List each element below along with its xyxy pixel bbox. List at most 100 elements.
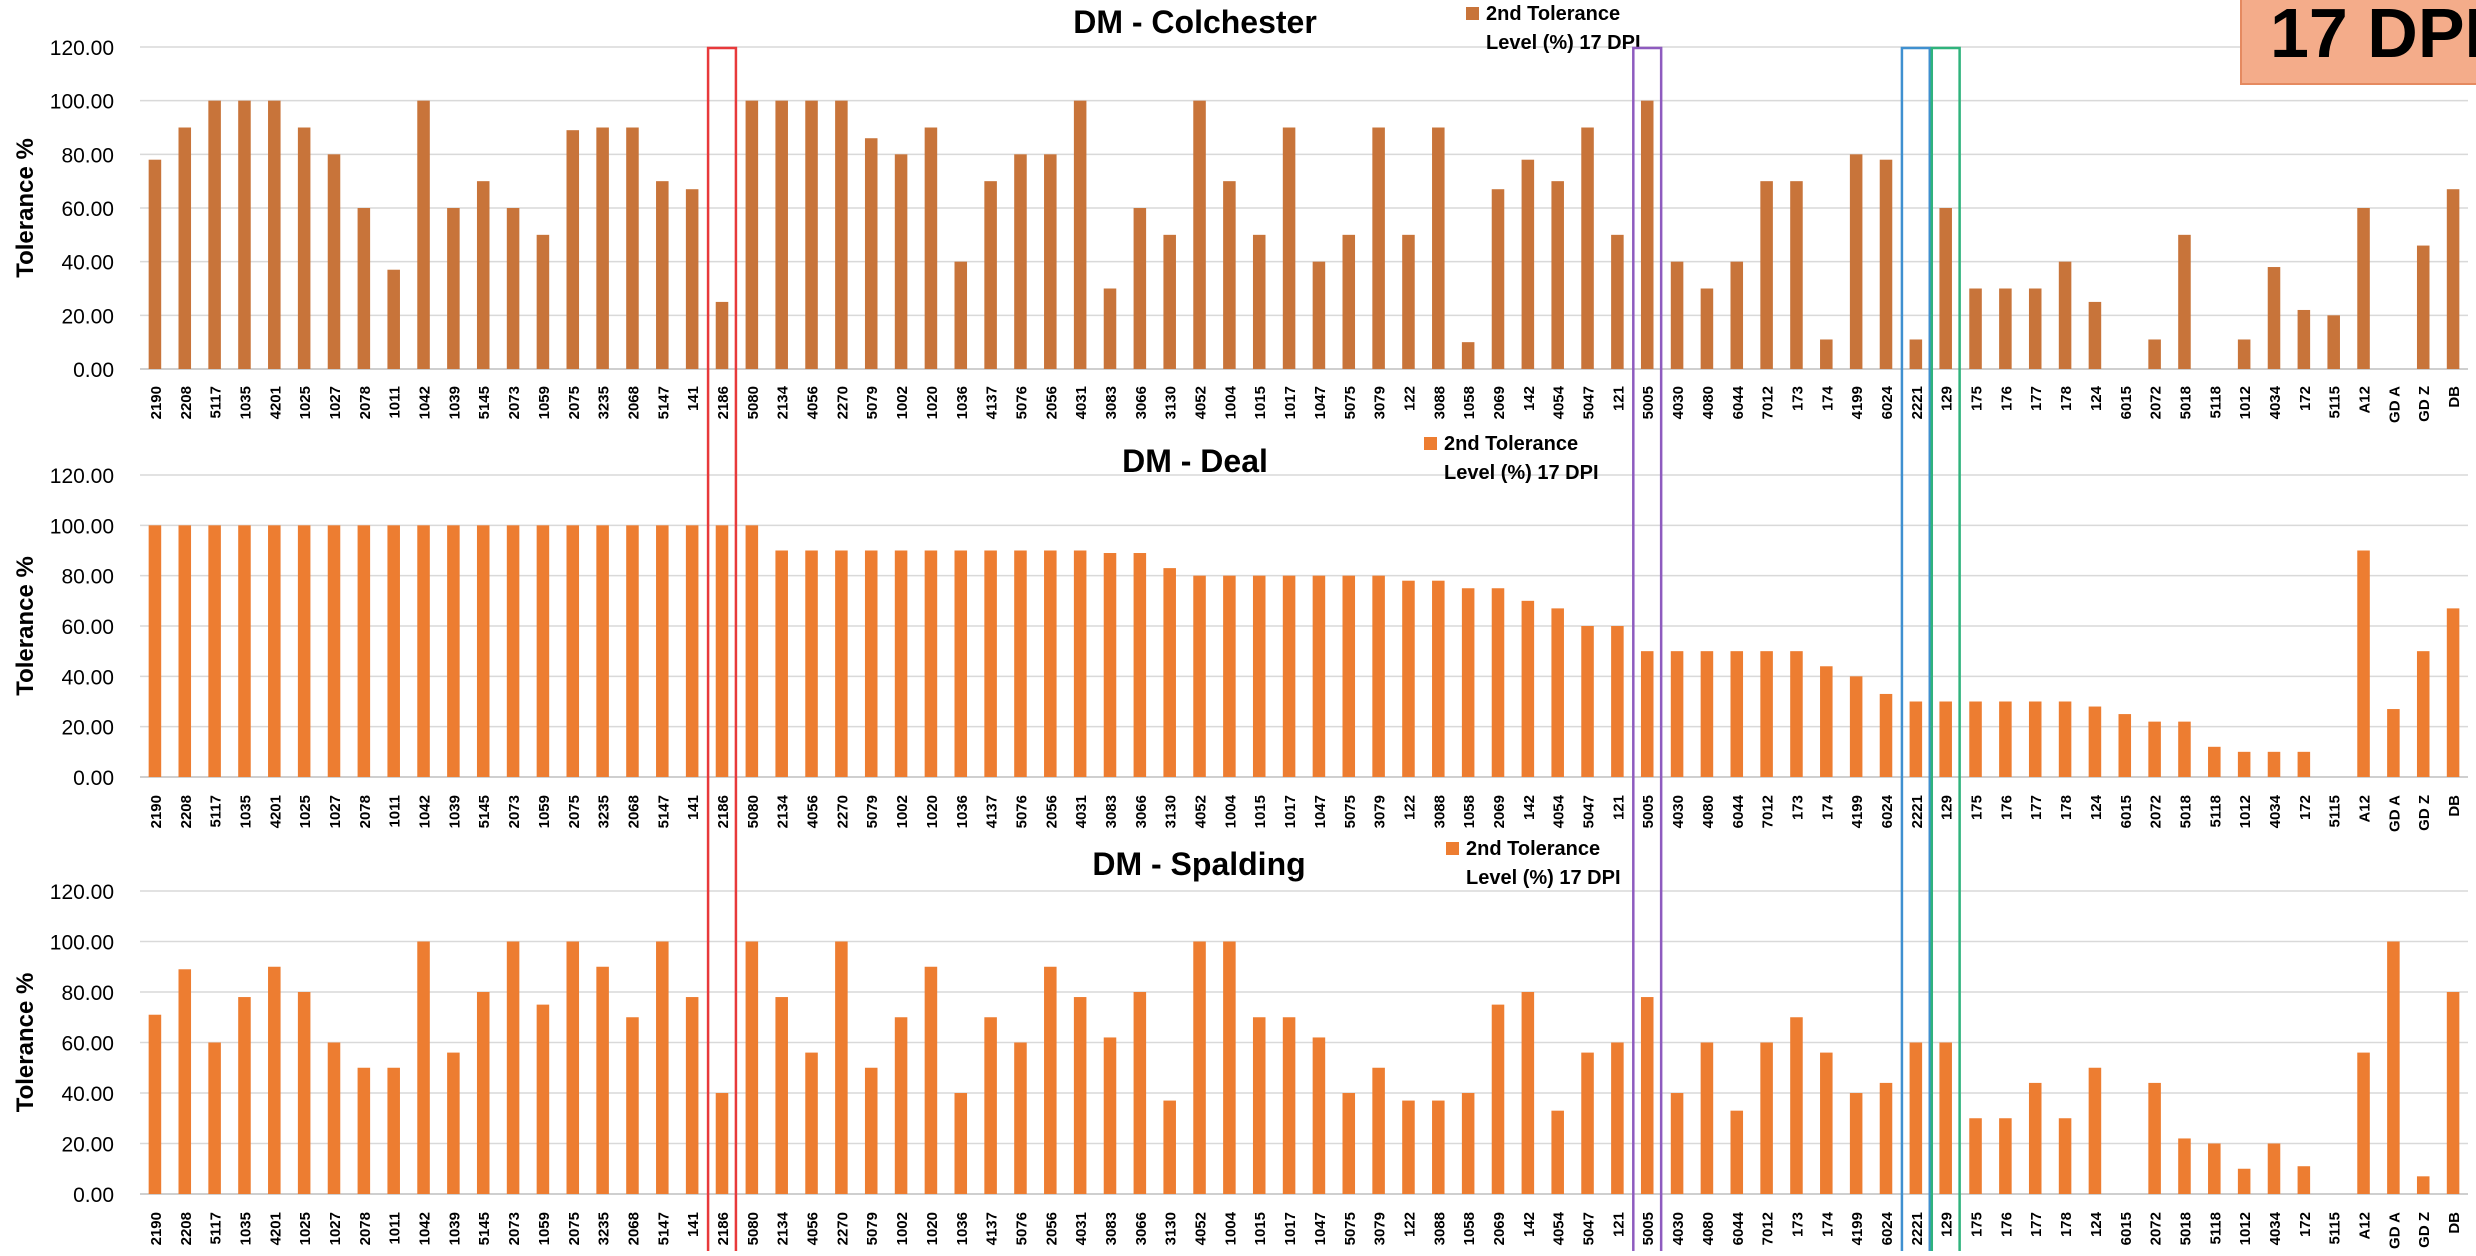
bar — [775, 550, 788, 777]
x-tick-label: 5115 — [2327, 1212, 2344, 1245]
bar — [1879, 159, 1893, 369]
x-tick-label: 4030 — [1670, 795, 1687, 828]
x-tick-label: 2208 — [178, 1212, 195, 1245]
x-tick-label: 1035 — [237, 795, 254, 828]
x-tick-label: 4034 — [2267, 1211, 2284, 1245]
x-tick-label: 4054 — [1551, 1211, 1568, 1245]
x-tick-label: DB — [2446, 386, 2463, 408]
x-tick-label: GD A — [2386, 1212, 2403, 1249]
y-tick-label: 20.00 — [61, 717, 114, 740]
x-tick-label: 3088 — [1431, 386, 1448, 419]
bar — [2297, 751, 2311, 777]
bar — [805, 550, 818, 777]
bar — [536, 525, 550, 777]
x-tick-label: 5147 — [655, 1212, 672, 1245]
x-tick-label: 2056 — [1043, 1212, 1060, 1245]
x-tick-label: 178 — [2058, 1212, 2075, 1237]
bar — [656, 181, 669, 369]
bar — [1372, 1067, 1385, 1194]
x-tick-label: 3079 — [1372, 386, 1389, 419]
highlight-box-129 — [1930, 46, 1961, 1256]
x-tick-label: 3235 — [596, 1212, 613, 1245]
x-tick-label: 4030 — [1670, 386, 1687, 419]
x-tick-label: 4137 — [984, 1212, 1001, 1245]
bar — [2178, 1138, 2191, 1194]
x-tick-label: 3235 — [596, 386, 613, 419]
x-tick-label: 6024 — [1879, 385, 1896, 419]
x-tick-label: 1059 — [536, 1212, 553, 1245]
x-tick-label: 141 — [685, 795, 702, 820]
bar — [1969, 288, 1982, 369]
x-tick-label: 5018 — [2177, 795, 2194, 828]
x-tick-label: 175 — [1969, 1212, 1986, 1237]
x-tick-label: 5118 — [2207, 1212, 2224, 1245]
x-tick-label: 2190 — [148, 1212, 165, 1245]
x-tick-label: 3130 — [1163, 1212, 1180, 1245]
x-tick-label: 121 — [1610, 1212, 1627, 1237]
bar — [715, 525, 729, 777]
bar — [1342, 234, 1356, 369]
x-tick-label: 4034 — [2267, 385, 2284, 419]
x-tick-label: 2075 — [566, 386, 583, 419]
x-tick-label: 176 — [1998, 795, 2015, 820]
bar — [1849, 676, 1863, 777]
bar — [1611, 1042, 1624, 1194]
x-tick-label: 5079 — [864, 795, 881, 828]
bar — [2267, 1143, 2281, 1194]
bar — [476, 181, 490, 369]
bar — [984, 1017, 997, 1194]
bar — [178, 969, 192, 1194]
bar — [1760, 1042, 1773, 1194]
bar — [1760, 181, 1773, 369]
bar — [1820, 339, 1833, 369]
bar — [1044, 154, 1057, 369]
x-tick-label: 5005 — [1640, 795, 1657, 828]
bar — [447, 525, 460, 777]
chart-panel-2: 0.00 20.00 40.00 60.00 80.00 100.00 120.00 Tole… — [12, 433, 2468, 832]
bar — [1700, 288, 1714, 369]
bar — [1909, 701, 1923, 777]
bar — [1402, 580, 1415, 777]
bar — [178, 127, 192, 369]
x-tick-label: 122 — [1401, 386, 1418, 411]
bar — [1790, 181, 1803, 369]
bar — [1820, 666, 1833, 777]
x-tick-label: 3088 — [1431, 795, 1448, 828]
bar — [2208, 1143, 2221, 1194]
bar — [835, 100, 848, 370]
x-tick-label: 1042 — [417, 386, 434, 419]
x-tick-label: 2270 — [834, 1212, 851, 1245]
bar — [447, 1052, 460, 1194]
bar — [1461, 1093, 1475, 1194]
bar — [1849, 1093, 1863, 1194]
legend-swatch — [1466, 7, 1479, 20]
bar — [1551, 181, 1564, 369]
x-tick-label: 4054 — [1551, 385, 1568, 419]
bar — [506, 941, 520, 1194]
bar — [148, 159, 162, 369]
x-tick-label: 4056 — [805, 1212, 822, 1245]
bar — [1223, 575, 1236, 777]
x-tick-label: 5147 — [655, 386, 672, 419]
y-tick-label: 60.00 — [61, 616, 114, 639]
x-tick-label: 4030 — [1670, 1212, 1687, 1245]
bar — [745, 525, 759, 777]
bar — [476, 525, 490, 777]
x-tick-label: 2068 — [625, 795, 642, 828]
bar — [1133, 208, 1147, 369]
bar — [954, 1093, 968, 1194]
bar — [327, 1042, 341, 1194]
x-tick-label: 172 — [2297, 386, 2314, 411]
x-tick-label: 7012 — [1760, 386, 1777, 419]
bar — [1103, 288, 1117, 369]
x-tick-label: 177 — [2028, 795, 2045, 820]
x-tick-label: 2186 — [715, 1212, 732, 1245]
bar — [835, 941, 848, 1194]
x-tick-label: 142 — [1521, 795, 1538, 820]
x-tick-label: 5047 — [1581, 386, 1598, 419]
x-tick-label: 174 — [1819, 794, 1836, 820]
x-tick-label: 1002 — [894, 1212, 911, 1245]
x-tick-label: 142 — [1521, 386, 1538, 411]
x-tick-label: 1017 — [1282, 386, 1299, 419]
bar — [447, 208, 460, 369]
